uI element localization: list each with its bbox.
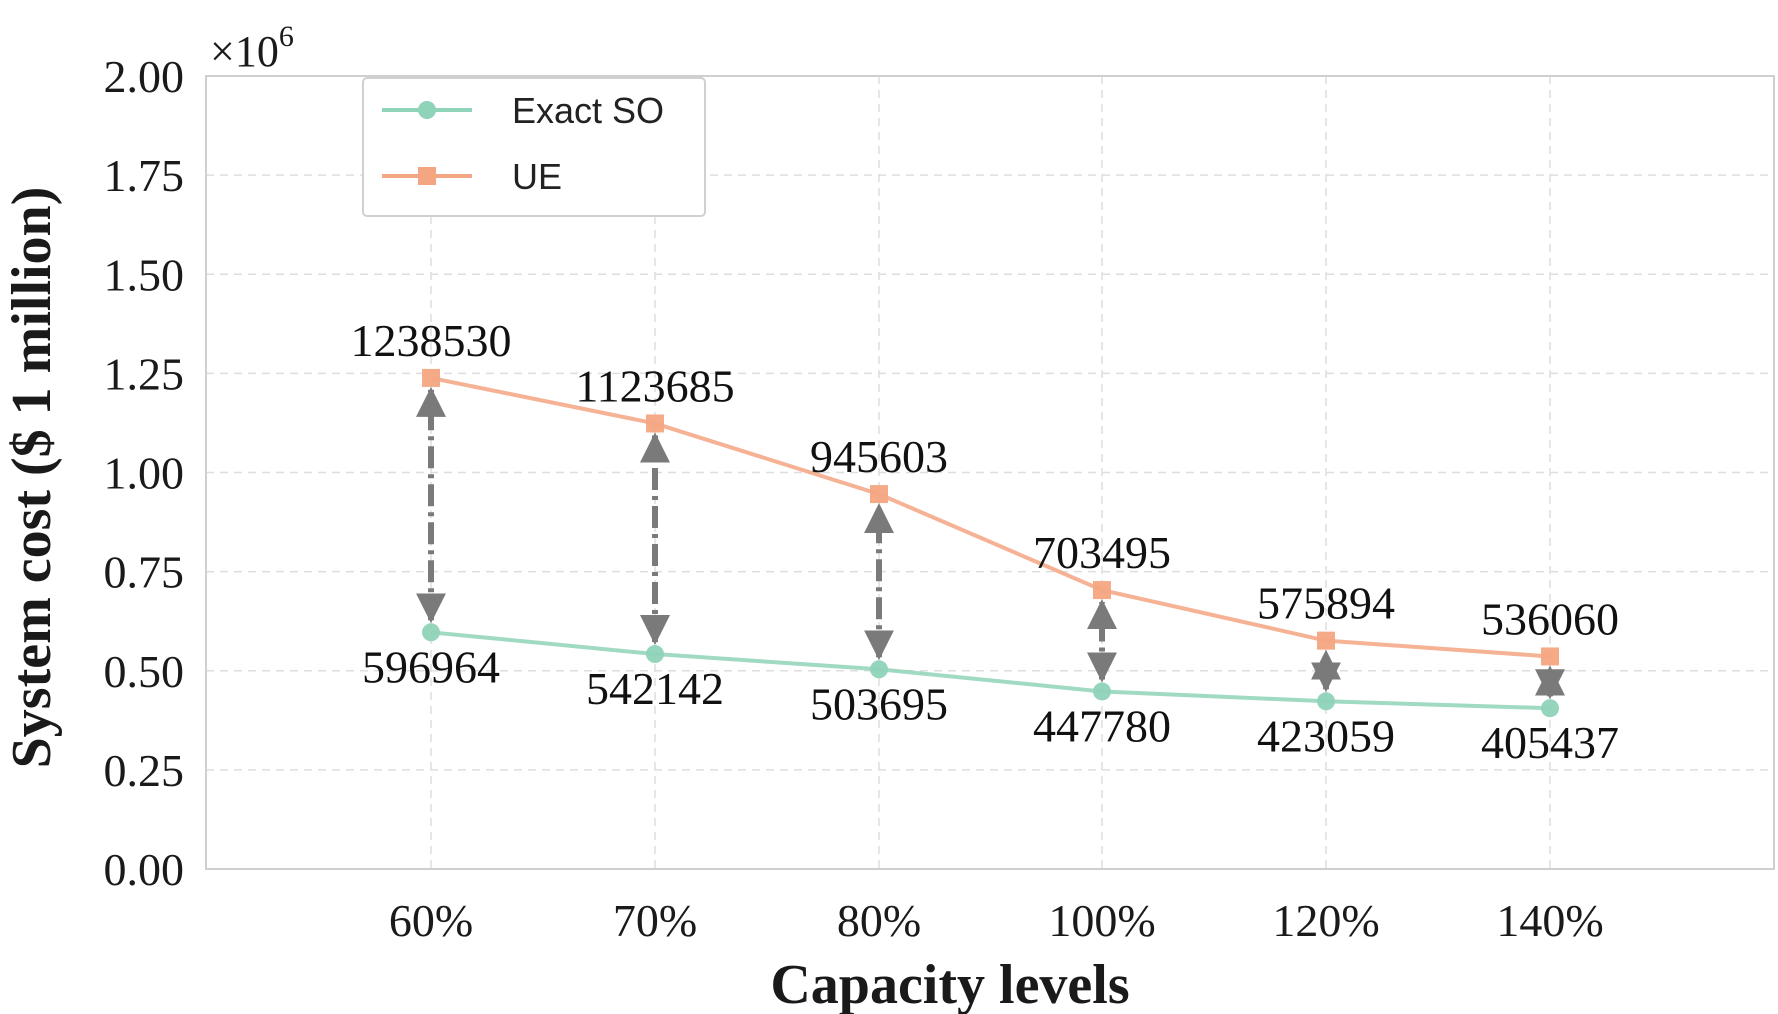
x-tick-label: 60% (389, 895, 473, 946)
legend-marker-square (418, 167, 436, 185)
data-label-exact-so: 423059 (1257, 710, 1395, 761)
y-tick-label: 1.50 (104, 249, 185, 300)
series-line-exact-so (430, 630, 1551, 711)
data-point-exact-so (1093, 682, 1111, 701)
legend-label: Exact SO (512, 90, 664, 131)
data-label-exact-so: 405437 (1481, 717, 1619, 768)
data-label-ue: 575894 (1257, 578, 1395, 629)
data-label-exact-so: 447780 (1033, 700, 1171, 751)
y-tick-label: 1.00 (104, 448, 185, 499)
series-lines (422, 368, 1559, 718)
difference-arrows (416, 386, 1565, 700)
y-tick-label: 1.75 (104, 150, 185, 201)
y-tick-label: 2.00 (104, 51, 185, 102)
data-label-ue: 536060 (1481, 593, 1619, 644)
data-point-exact-so (1317, 692, 1335, 711)
series-line-ue (430, 375, 1551, 659)
data-label-exact-so: 503695 (810, 678, 948, 729)
plot-frame (205, 75, 1775, 870)
x-tick-label: 140% (1496, 895, 1603, 946)
x-tick-label: 80% (837, 895, 921, 946)
data-point-exact-so (1541, 699, 1559, 718)
data-point-ue (1093, 581, 1111, 600)
data-label-ue: 1123685 (575, 360, 734, 411)
data-point-exact-so (422, 623, 440, 642)
x-tick-label: 100% (1048, 895, 1155, 946)
legend: Exact SO UE (362, 77, 706, 217)
data-point-exact-so (870, 660, 888, 679)
data-label-ue: 945603 (810, 431, 948, 482)
y-multiplier-base: ×10 (210, 27, 279, 76)
legend-items: Exact SO UE (382, 90, 664, 197)
x-tick-labels: 60% 70% 80% 100% 120% 140% (389, 895, 1604, 946)
y-tick-label: 0.25 (104, 745, 185, 796)
y-tick-label: 0.50 (104, 646, 185, 697)
data-point-ue (646, 414, 664, 433)
y-tick-label: 0.75 (104, 547, 185, 598)
data-label-exact-so: 542142 (586, 663, 724, 714)
x-tick-label: 70% (613, 895, 697, 946)
data-point-exact-so (646, 645, 664, 664)
y-axis-title: System cost ($ 1 million) (1, 187, 63, 769)
y-tick-labels: 0.00 0.25 0.50 0.75 1.00 1.25 1.50 1.75 2.00 (104, 51, 185, 895)
legend-marker-circle (418, 101, 436, 119)
x-axis-title: Capacity levels (770, 954, 1129, 1014)
data-label-ue: 1238530 (351, 315, 512, 366)
data-point-ue (422, 368, 440, 387)
data-label-exact-so: 596964 (362, 641, 500, 692)
x-tick-label: 120% (1272, 895, 1379, 946)
data-label-ue: 703495 (1033, 527, 1171, 578)
y-tick-label: 0.00 (104, 844, 185, 895)
legend-label: UE (512, 156, 562, 197)
data-point-ue (1317, 631, 1335, 650)
y-tick-label: 1.25 (104, 348, 185, 399)
y-multiplier-exponent: 6 (279, 20, 294, 53)
data-labels: 596964 542142 503695 447780 423059 405437 1238… (351, 315, 1620, 768)
legend-box (362, 77, 706, 217)
data-point-ue (870, 485, 888, 504)
y-axis-multiplier: ×106 (210, 20, 294, 76)
data-point-ue (1541, 647, 1559, 666)
